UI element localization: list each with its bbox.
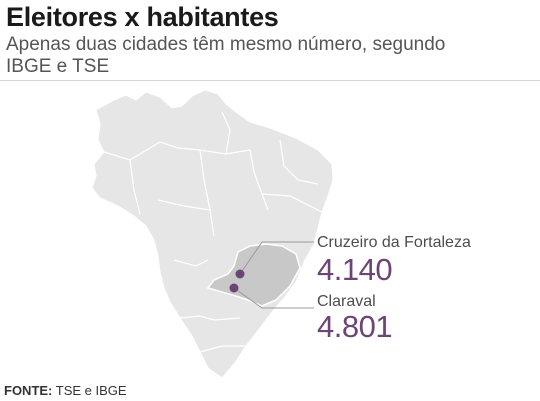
source-text: TSE e IBGE [52, 383, 127, 398]
state-border [199, 149, 215, 237]
state-border [249, 149, 269, 211]
marker-claraval [229, 283, 239, 293]
brazil-outline [91, 89, 334, 379]
source-note: FONTE: TSE e IBGE [4, 383, 127, 398]
brazil-map [91, 89, 334, 379]
chart-title: Eleitores x habitantes [6, 2, 279, 32]
state-border [221, 111, 231, 155]
leader-line-cruzeiro [239, 241, 314, 275]
city-name-cruzeiro: Cruzeiro da Fortaleza [317, 234, 471, 251]
state-border [199, 345, 246, 353]
city-value-cruzeiro: 4.140 [317, 252, 393, 287]
marker-cruzeiro-da-fortaleza [235, 269, 245, 279]
state-border [261, 193, 323, 213]
leader-line-claraval [233, 287, 314, 309]
state-border [129, 159, 141, 215]
state-border [279, 139, 319, 185]
header-divider [0, 80, 540, 81]
state-border [179, 315, 241, 321]
city-name-claraval: Claraval [317, 293, 376, 310]
chart-subtitle: Apenas duas cidades têm mesmo número, se… [6, 34, 446, 77]
source-label: FONTE: [4, 383, 53, 398]
state-border [157, 199, 211, 211]
state-border [173, 259, 209, 267]
city-value-claraval: 4.801 [317, 309, 393, 344]
